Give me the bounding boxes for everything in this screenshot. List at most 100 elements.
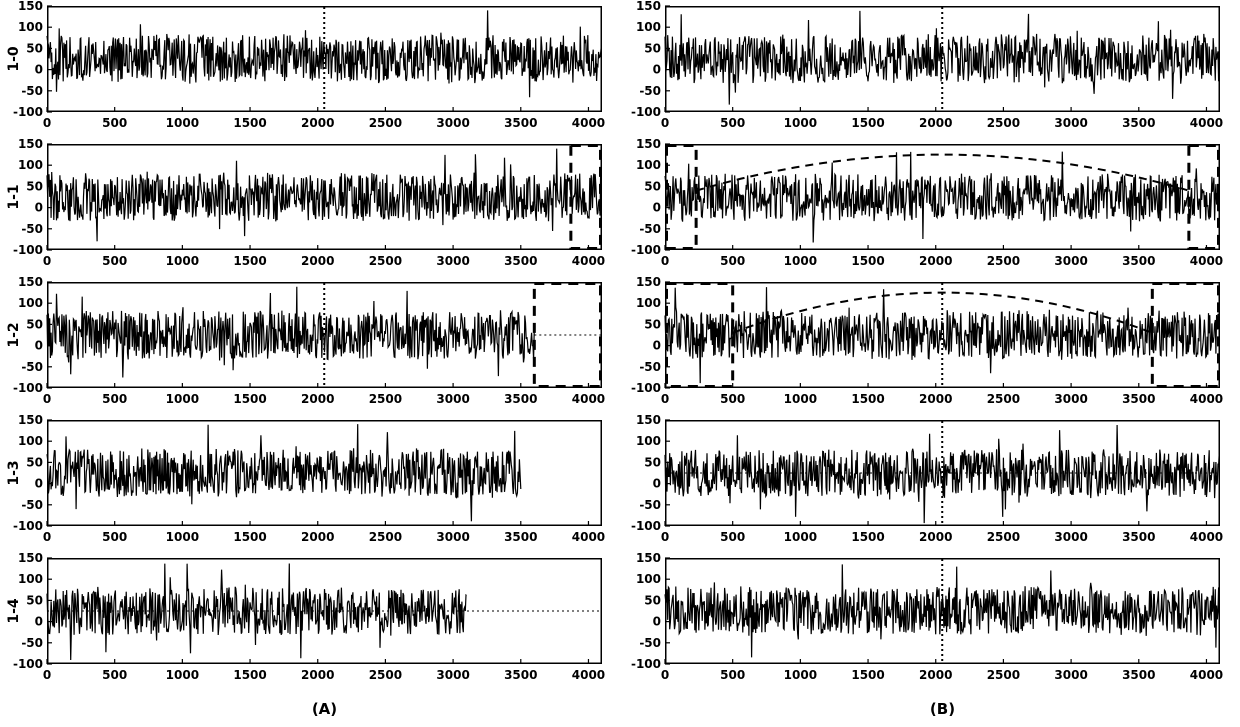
svg-text:500: 500 [102,392,127,406]
svg-text:-50: -50 [639,360,661,374]
svg-text:1500: 1500 [233,254,266,268]
svg-text:1000: 1000 [166,668,199,682]
svg-text:4000: 4000 [1190,668,1223,682]
svg-text:100: 100 [636,20,661,34]
svg-text:150: 150 [636,413,661,427]
svg-text:3500: 3500 [1122,668,1155,682]
svg-text:1000: 1000 [166,254,199,268]
column-label-B: (B) [913,700,973,718]
svg-text:3500: 3500 [1122,116,1155,130]
svg-text:-100: -100 [631,519,661,533]
svg-text:2000: 2000 [919,668,952,682]
svg-text:2000: 2000 [919,254,952,268]
subplot-B-1-1: -100-50050100150050010001500200025003000… [665,144,1220,272]
svg-text:500: 500 [720,392,745,406]
svg-text:-50: -50 [639,222,661,236]
svg-text:3500: 3500 [504,116,537,130]
subplot-B-1-2: -100-50050100150050010001500200025003000… [665,282,1220,410]
svg-text:150: 150 [636,137,661,151]
svg-text:2000: 2000 [919,530,952,544]
svg-text:0: 0 [43,392,51,406]
svg-text:2000: 2000 [301,530,334,544]
subplot-A-1-1: -100-50050100150050010001500200025003000… [47,144,602,272]
svg-text:50: 50 [26,455,43,469]
svg-text:0: 0 [35,201,43,215]
signal-trace [47,287,534,378]
svg-text:0: 0 [653,477,661,491]
svg-text:1000: 1000 [166,530,199,544]
signal-trace [665,152,1219,243]
row-label-1-0: 1-0 [6,29,22,89]
svg-text:4000: 4000 [1190,530,1223,544]
svg-text:150: 150 [636,0,661,13]
svg-text:0: 0 [35,477,43,491]
svg-text:1500: 1500 [851,254,884,268]
subplot-A-1-0: -100-50050100150050010001500200025003000… [47,6,602,134]
svg-text:50: 50 [644,41,661,55]
svg-text:2500: 2500 [369,392,402,406]
signal-trace [47,424,521,521]
svg-text:0: 0 [661,392,669,406]
svg-text:500: 500 [720,530,745,544]
svg-text:3500: 3500 [504,668,537,682]
svg-text:500: 500 [720,668,745,682]
svg-text:0: 0 [653,63,661,77]
svg-text:1000: 1000 [784,392,817,406]
svg-text:1500: 1500 [851,392,884,406]
svg-text:150: 150 [18,551,43,565]
svg-text:-100: -100 [631,381,661,395]
subplot-A-1-2: -100-50050100150050010001500200025003000… [47,282,602,410]
svg-text:50: 50 [644,179,661,193]
row-label-1-3: 1-3 [6,443,22,503]
svg-text:-100: -100 [13,657,43,671]
svg-text:3500: 3500 [1122,530,1155,544]
svg-text:2500: 2500 [987,668,1020,682]
svg-text:500: 500 [102,116,127,130]
svg-text:500: 500 [102,668,127,682]
svg-text:4000: 4000 [572,254,605,268]
svg-text:0: 0 [43,116,51,130]
svg-text:1500: 1500 [233,530,266,544]
svg-text:50: 50 [26,41,43,55]
svg-text:0: 0 [661,530,669,544]
signal-trace [665,425,1219,523]
svg-text:0: 0 [35,339,43,353]
svg-text:-100: -100 [13,519,43,533]
svg-text:0: 0 [43,254,51,268]
svg-text:4000: 4000 [572,392,605,406]
subplot-B-1-3: -100-50050100150050010001500200025003000… [665,420,1220,548]
svg-text:-50: -50 [639,636,661,650]
svg-text:1000: 1000 [784,530,817,544]
row-label-1-1: 1-1 [6,167,22,227]
svg-text:2000: 2000 [301,668,334,682]
column-label-A: (A) [295,700,355,718]
svg-text:0: 0 [661,254,669,268]
signal-trace [47,149,601,242]
svg-text:150: 150 [18,0,43,13]
subplot-B-1-0: -100-50050100150050010001500200025003000… [665,6,1220,134]
svg-text:-50: -50 [21,360,43,374]
svg-text:50: 50 [26,593,43,607]
svg-text:100: 100 [636,434,661,448]
svg-text:3000: 3000 [1054,668,1087,682]
svg-text:0: 0 [653,615,661,629]
svg-text:4000: 4000 [572,530,605,544]
svg-text:500: 500 [720,116,745,130]
svg-text:3000: 3000 [436,530,469,544]
svg-text:500: 500 [720,254,745,268]
svg-text:2500: 2500 [987,530,1020,544]
svg-text:1500: 1500 [851,668,884,682]
svg-text:3000: 3000 [436,116,469,130]
svg-text:4000: 4000 [572,116,605,130]
svg-text:2000: 2000 [301,392,334,406]
svg-text:3500: 3500 [504,392,537,406]
svg-text:500: 500 [102,254,127,268]
svg-text:-50: -50 [639,498,661,512]
svg-text:50: 50 [26,317,43,331]
svg-text:2000: 2000 [919,392,952,406]
svg-text:2500: 2500 [369,530,402,544]
figure-root: -100-50050100150050010001500200025003000… [0,0,1240,727]
svg-text:0: 0 [653,339,661,353]
svg-text:50: 50 [26,179,43,193]
svg-text:3500: 3500 [504,254,537,268]
